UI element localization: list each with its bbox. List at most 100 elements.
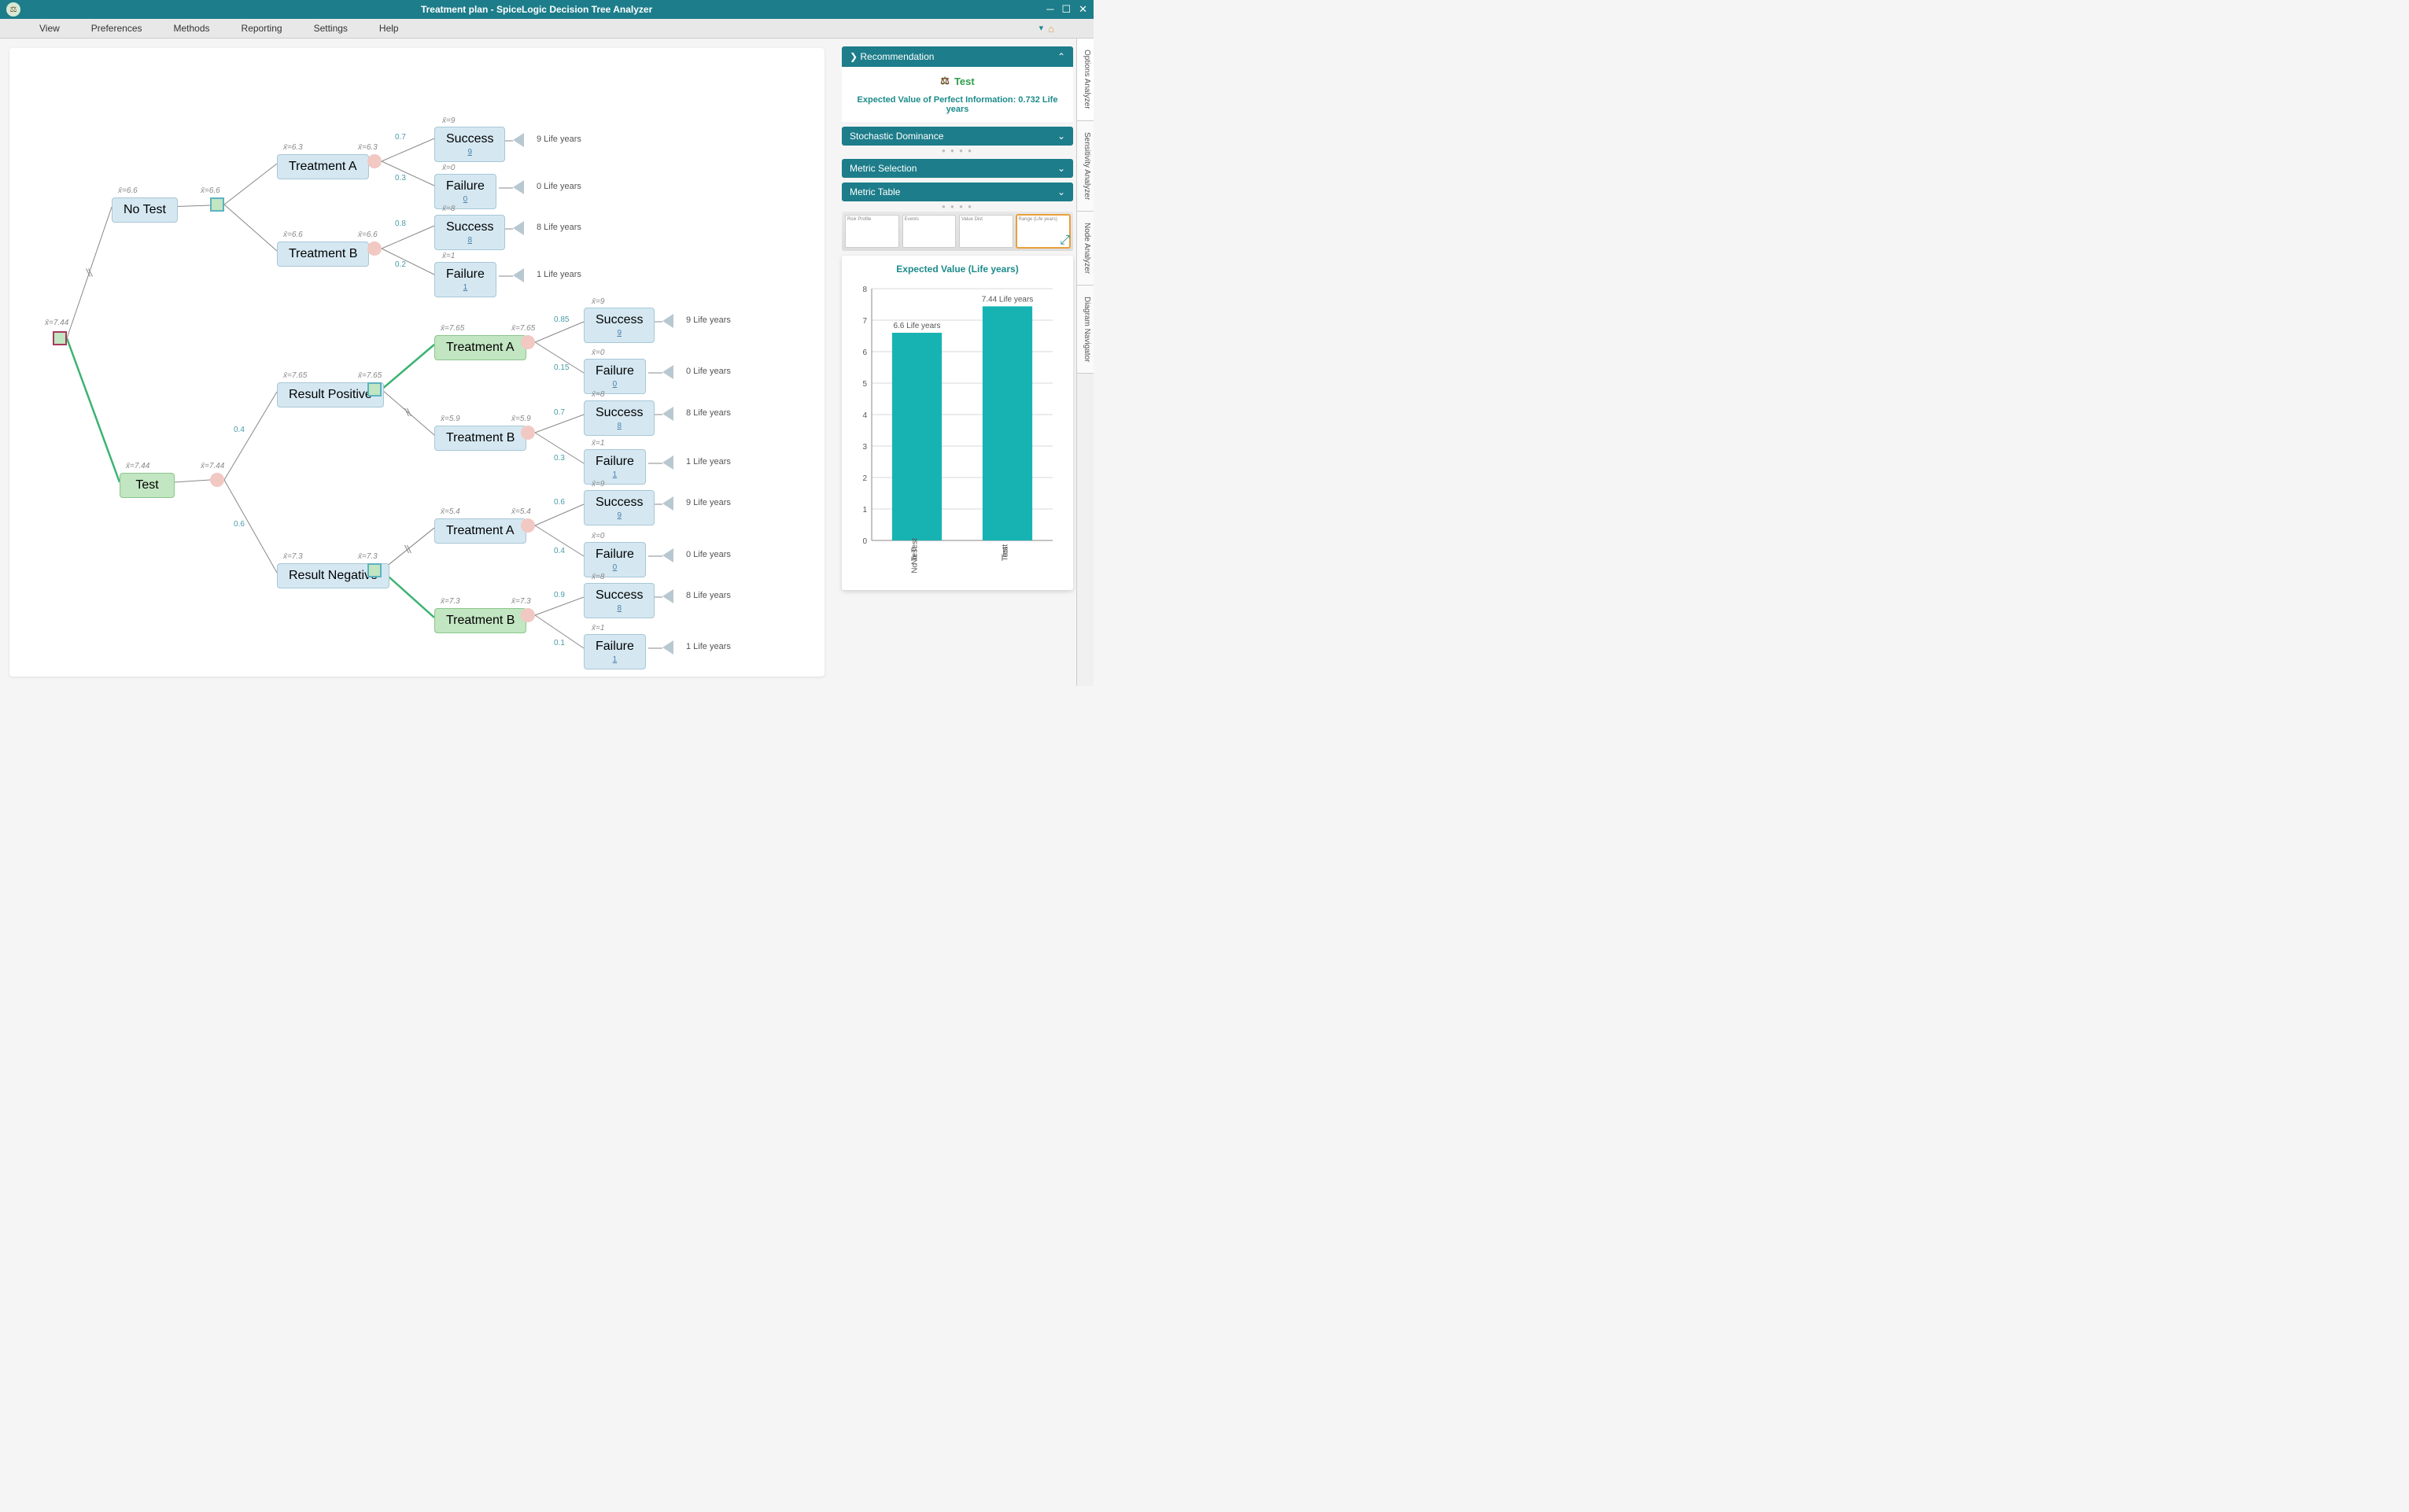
decision-rp[interactable] <box>367 382 382 396</box>
svg-text:7: 7 <box>862 317 867 326</box>
tab-options-analyzer[interactable]: Options Analyzer <box>1077 39 1094 121</box>
chance-rp-ta[interactable] <box>521 335 535 349</box>
node-rn-treatment-b[interactable]: Treatment B <box>434 608 526 633</box>
svg-text:2: 2 <box>862 474 867 483</box>
leaf-rn-ta-s[interactable]: Success9 <box>584 490 655 526</box>
chance-tb1[interactable] <box>367 242 382 256</box>
decision-rn[interactable] <box>367 563 382 577</box>
svg-text:8: 8 <box>862 286 867 294</box>
right-tab-strip: Options Analyzer Sensitivity Analyzer No… <box>1076 39 1094 686</box>
chevron-down-icon[interactable]: ▾ <box>1039 23 1044 35</box>
probability-label: 0.85 <box>554 315 569 324</box>
tab-sensitivity-analyzer[interactable]: Sensitivity Analyzer <box>1077 121 1094 212</box>
node-no-test[interactable]: No Test <box>112 197 178 223</box>
leaf-rp-tb-s[interactable]: Success8 <box>584 400 655 436</box>
menu-reporting[interactable]: Reporting <box>242 23 282 34</box>
node-rp-treatment-a[interactable]: Treatment A <box>434 335 526 360</box>
svg-text:0: 0 <box>862 537 867 546</box>
probability-label: 0.4 <box>554 547 565 555</box>
expand-icon[interactable]: ⤢ <box>1060 234 1070 248</box>
leaf-rn-tb-f[interactable]: Failure1 <box>584 634 646 669</box>
leaf-rp-ta-s[interactable]: Success9 <box>584 308 655 343</box>
payoff-label: 1 Life years <box>686 457 731 467</box>
payoff-label: 8 Life years <box>686 591 731 600</box>
leaf-rp-ta-f[interactable]: Failure0 <box>584 359 646 394</box>
menu-help[interactable]: Help <box>379 23 399 34</box>
probability-label: 0.2 <box>395 260 406 269</box>
terminal-icon <box>662 455 673 470</box>
payoff-label: 0 Life years <box>537 182 581 191</box>
svg-text:1: 1 <box>862 506 867 514</box>
probability-label: 0.1 <box>554 639 565 647</box>
tab-node-analyzer[interactable]: Node Analyzer <box>1077 212 1094 286</box>
maximize-button[interactable]: ☐ <box>1061 3 1071 16</box>
thumb-value[interactable]: Value Dist <box>959 215 1013 248</box>
node-test[interactable]: Test <box>120 473 175 498</box>
chance-test[interactable] <box>210 473 224 487</box>
node-rp-treatment-b[interactable]: Treatment B <box>434 426 526 451</box>
metric-selection-header[interactable]: Metric Selection⌄ <box>842 159 1073 178</box>
node-treatment-a[interactable]: Treatment A <box>277 154 369 179</box>
thumb-risk[interactable]: Risk Profile <box>845 215 899 248</box>
payoff-label: 9 Life years <box>686 315 731 325</box>
probability-label: 0.3 <box>554 454 565 463</box>
terminal-icon <box>662 640 673 655</box>
grip-handle[interactable]: ● ● ● ● <box>842 147 1073 154</box>
gavel-icon: ⚖ <box>940 75 950 87</box>
chance-rp-tb[interactable] <box>521 426 535 440</box>
grip-handle[interactable]: ● ● ● ● <box>842 203 1073 210</box>
close-button[interactable]: ✕ <box>1079 3 1087 16</box>
payoff-label: 9 Life years <box>686 498 731 507</box>
window-title: Treatment plan - SpiceLogic Decision Tre… <box>27 4 1046 15</box>
title-bar: ⚖ Treatment plan - SpiceLogic Decision T… <box>0 0 1094 19</box>
chevron-down-icon: ⌄ <box>1057 163 1065 174</box>
svg-text:7.44 Life years: 7.44 Life years <box>982 295 1034 304</box>
decision-no-test[interactable] <box>210 197 224 212</box>
chart-thumbnails[interactable]: Risk Profile Events Value Dist Range (Li… <box>842 212 1073 251</box>
evpi-text: Expected Value of Perfect Information: 0… <box>850 95 1065 114</box>
terminal-icon <box>662 407 673 421</box>
thumb-events[interactable]: Events <box>902 215 957 248</box>
terminal-icon <box>662 589 673 603</box>
tab-diagram-navigator[interactable]: Diagram Navigator <box>1077 286 1094 374</box>
svg-text:6.6 Life years: 6.6 Life years <box>893 322 940 330</box>
app-logo-icon: ⚖ <box>6 2 20 17</box>
svg-text:6: 6 <box>862 348 867 357</box>
terminal-icon <box>513 180 524 194</box>
node-treatment-b[interactable]: Treatment B <box>277 242 369 267</box>
node-rn-treatment-a[interactable]: Treatment A <box>434 518 526 544</box>
payoff-label: 9 Life years <box>537 135 581 144</box>
menu-view[interactable]: View <box>39 23 60 34</box>
home-icon[interactable]: ⌂ <box>1048 23 1054 35</box>
chevron-down-icon: ⌄ <box>1057 186 1065 197</box>
chance-rn-tb[interactable] <box>521 608 535 622</box>
probability-label: 0.6 <box>234 520 245 529</box>
recommendation-title: Recommendation <box>860 51 934 62</box>
probability-label: 0.15 <box>554 363 569 372</box>
stochastic-dominance-header[interactable]: Stochastic Dominance⌄ <box>842 127 1073 146</box>
svg-text:4: 4 <box>862 411 867 420</box>
terminal-icon <box>513 133 524 147</box>
menu-preferences[interactable]: Preferences <box>91 23 142 34</box>
chance-rn-ta[interactable] <box>521 518 535 533</box>
collapse-icon[interactable]: ⌃ <box>1057 51 1065 62</box>
svg-text:No Test: No Test <box>911 547 920 573</box>
root-decision-node[interactable] <box>53 331 67 345</box>
leaf-tb1-success[interactable]: Success8 <box>434 215 505 250</box>
payoff-label: 8 Life years <box>686 408 731 418</box>
minimize-button[interactable]: ─ <box>1046 3 1053 16</box>
terminal-icon <box>513 268 524 282</box>
metric-table-header[interactable]: Metric Table⌄ <box>842 183 1073 201</box>
payoff-label: 0 Life years <box>686 550 731 559</box>
menu-settings[interactable]: Settings <box>314 23 348 34</box>
leaf-ta1-success[interactable]: Success9 <box>434 127 505 162</box>
menu-methods[interactable]: Methods <box>174 23 210 34</box>
terminal-icon <box>662 314 673 328</box>
leaf-tb1-failure[interactable]: Failure1 <box>434 262 496 297</box>
probability-label: 0.7 <box>554 408 565 417</box>
chance-ta1[interactable] <box>367 154 382 168</box>
payoff-label: 0 Life years <box>686 367 731 376</box>
tree-canvas[interactable]: x̄=7.44x̄=6.6No Testx̄=6.6x̄=6.3Treatmen… <box>9 48 825 677</box>
leaf-rn-tb-s[interactable]: Success8 <box>584 583 655 618</box>
recommendation-header[interactable]: ❯ Recommendation ⌃ <box>842 46 1073 67</box>
